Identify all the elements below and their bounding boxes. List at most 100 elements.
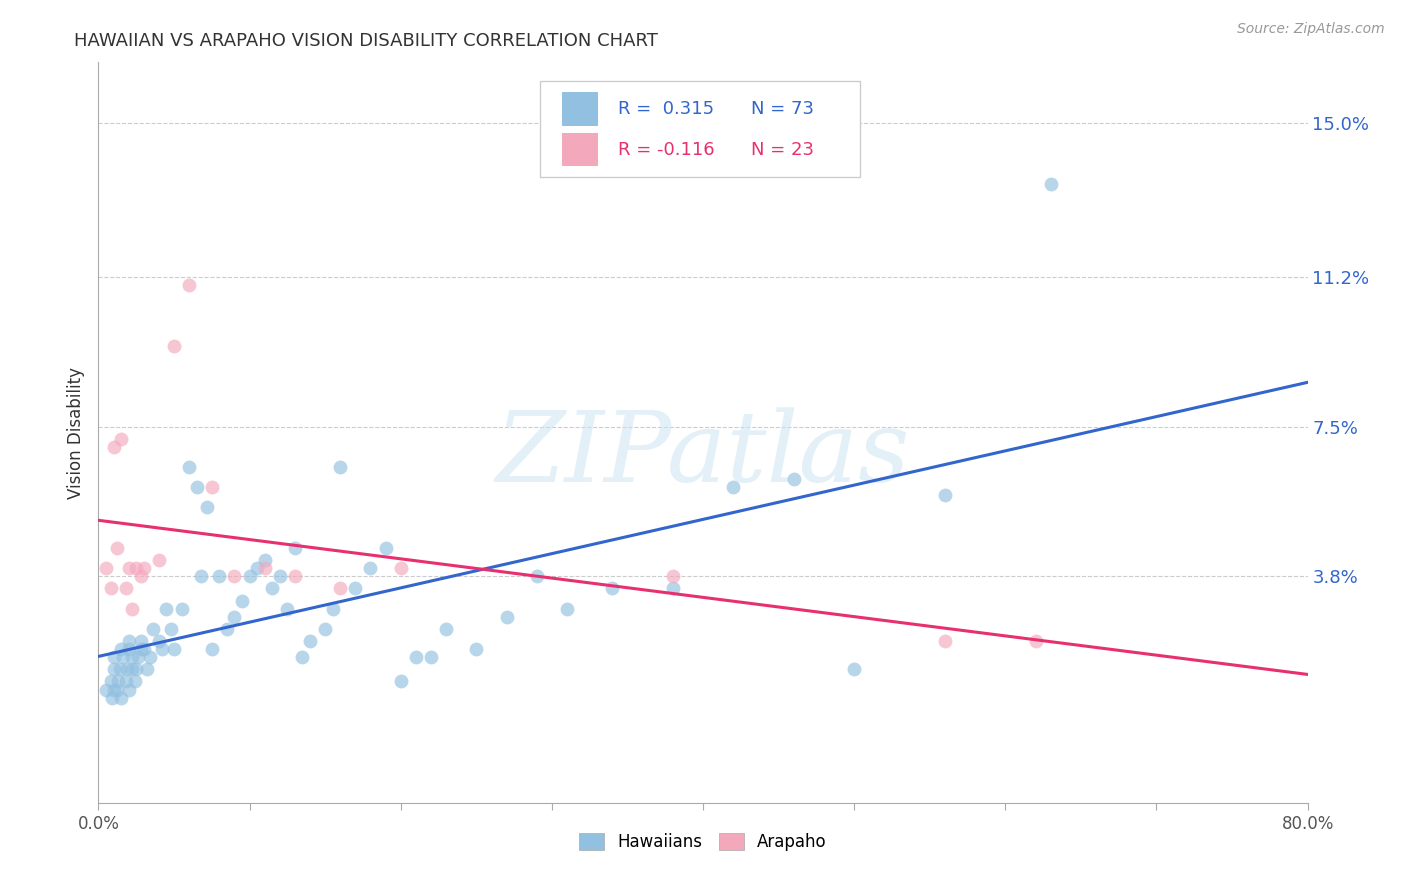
Point — [374, 541, 396, 555]
Point — [329, 582, 352, 596]
Point — [231, 593, 253, 607]
Point — [420, 650, 443, 665]
Point — [121, 662, 143, 676]
Point — [179, 460, 201, 475]
Point — [201, 642, 224, 657]
FancyBboxPatch shape — [540, 81, 860, 178]
Text: N = 23: N = 23 — [751, 141, 814, 159]
Point — [132, 561, 155, 575]
Point — [163, 642, 186, 657]
Point — [465, 642, 488, 657]
Point — [155, 601, 177, 615]
Point — [103, 650, 125, 665]
Point — [253, 553, 276, 567]
Point — [239, 569, 262, 583]
Point — [344, 582, 367, 596]
FancyBboxPatch shape — [561, 133, 598, 167]
Point — [224, 569, 246, 583]
Point — [129, 569, 152, 583]
Y-axis label: Vision Disability: Vision Disability — [66, 367, 84, 499]
Point — [253, 561, 276, 575]
Point — [291, 650, 314, 665]
Point — [139, 650, 162, 665]
Legend: Hawaiians, Arapaho: Hawaiians, Arapaho — [572, 826, 834, 857]
Point — [934, 488, 956, 502]
Point — [132, 642, 155, 657]
Point — [195, 500, 218, 515]
Point — [389, 674, 412, 689]
Text: R = -0.116: R = -0.116 — [619, 141, 716, 159]
Point — [389, 561, 412, 575]
Point — [186, 480, 208, 494]
Point — [284, 541, 307, 555]
Point — [661, 569, 683, 583]
Point — [121, 601, 143, 615]
Point — [110, 642, 132, 657]
Point — [124, 674, 146, 689]
Point — [142, 622, 165, 636]
Point — [118, 561, 141, 575]
Point — [201, 480, 224, 494]
Point — [163, 338, 186, 352]
Text: HAWAIIAN VS ARAPAHO VISION DISABILITY CORRELATION CHART: HAWAIIAN VS ARAPAHO VISION DISABILITY CO… — [75, 32, 658, 50]
Point — [262, 582, 284, 596]
Point — [114, 674, 136, 689]
Point — [100, 582, 122, 596]
Point — [115, 662, 138, 676]
Text: N = 73: N = 73 — [751, 100, 814, 118]
Point — [602, 582, 624, 596]
Point — [125, 561, 148, 575]
Point — [107, 674, 129, 689]
Point — [121, 650, 143, 665]
Point — [135, 662, 157, 676]
Point — [723, 480, 745, 494]
Point — [118, 682, 141, 697]
Point — [110, 432, 132, 446]
Point — [103, 440, 125, 454]
Point — [170, 601, 193, 615]
Point — [276, 601, 298, 615]
Point — [190, 569, 212, 583]
Point — [94, 561, 117, 575]
Text: ZIPatlas: ZIPatlas — [496, 407, 910, 502]
Point — [434, 622, 457, 636]
Point — [105, 682, 128, 697]
Point — [1039, 177, 1062, 191]
Point — [125, 662, 148, 676]
Point — [526, 569, 548, 583]
Point — [299, 634, 322, 648]
Point — [148, 553, 170, 567]
Point — [103, 682, 125, 697]
Point — [661, 582, 683, 596]
Point — [118, 642, 141, 657]
Point — [783, 472, 806, 486]
Text: R =  0.315: R = 0.315 — [619, 100, 714, 118]
Point — [284, 569, 307, 583]
Point — [111, 650, 134, 665]
Point — [129, 642, 152, 657]
Point — [215, 622, 238, 636]
Point — [150, 642, 173, 657]
Point — [127, 650, 149, 665]
Point — [555, 601, 578, 615]
Point — [360, 561, 382, 575]
Point — [269, 569, 291, 583]
Point — [208, 569, 231, 583]
Point — [114, 582, 136, 596]
Point — [1024, 634, 1046, 648]
Point — [129, 634, 152, 648]
Point — [105, 541, 128, 555]
Point — [246, 561, 269, 575]
Point — [108, 662, 131, 676]
Point — [118, 634, 141, 648]
Point — [100, 674, 122, 689]
Point — [179, 277, 201, 292]
Point — [844, 662, 866, 676]
Point — [934, 634, 956, 648]
Point — [101, 690, 124, 705]
Point — [160, 622, 183, 636]
Point — [110, 690, 132, 705]
Point — [329, 460, 352, 475]
Point — [224, 609, 246, 624]
Point — [94, 682, 117, 697]
